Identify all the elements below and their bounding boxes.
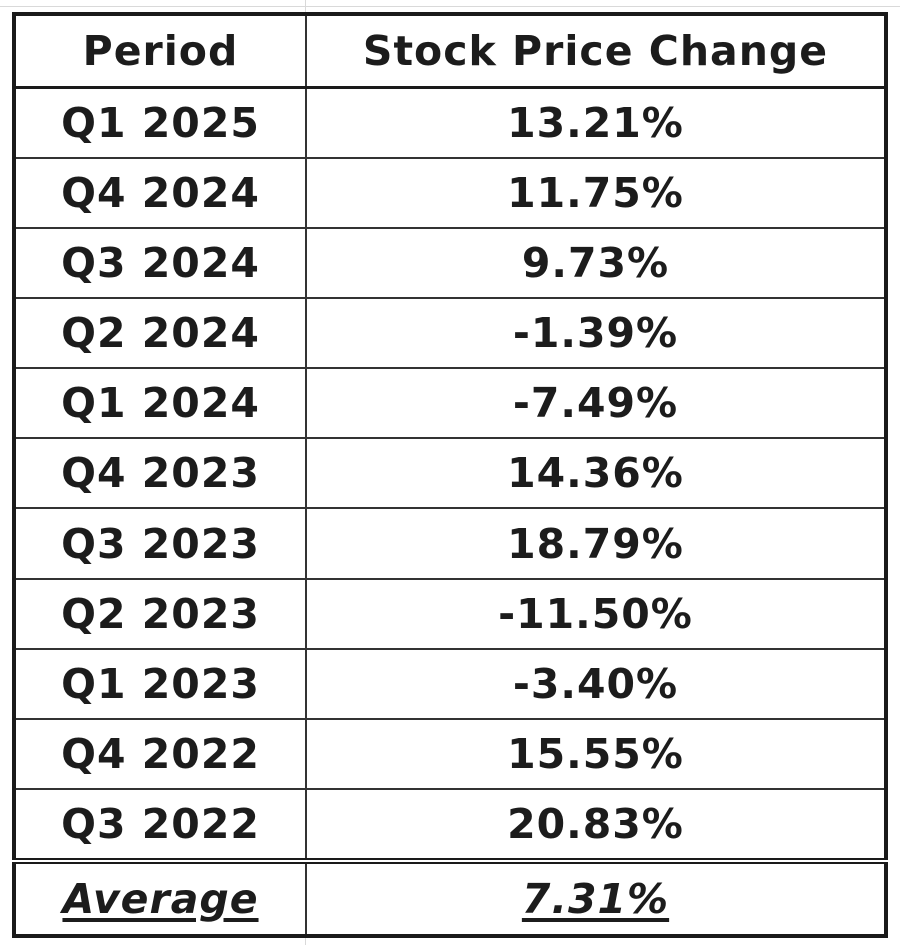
change-cell[interactable]: 14.36% [305,437,887,510]
period-cell[interactable]: Q4 2022 [13,717,307,790]
table-row: Q2 2024 -1.39% [13,297,887,370]
table-row: Q2 2023 -11.50% [13,577,887,650]
change-cell[interactable]: 9.73% [305,227,887,300]
period-cell[interactable]: Q3 2024 [13,227,307,300]
sheet-gridline [0,6,900,7]
change-cell[interactable]: 13.21% [305,86,887,160]
average-label[interactable]: Average [13,858,307,937]
period-cell[interactable]: Q1 2024 [13,367,307,440]
average-value[interactable]: 7.31% [305,858,887,937]
period-cell[interactable]: Q1 2023 [13,647,307,720]
period-cell[interactable]: Q2 2023 [13,577,307,650]
change-cell[interactable]: -11.50% [305,577,887,650]
table-row: Q4 2023 14.36% [13,437,887,510]
table-row: Q3 2023 18.79% [13,507,887,580]
period-cell[interactable]: Q4 2023 [13,437,307,510]
change-cell[interactable]: -1.39% [305,297,887,370]
change-cell[interactable]: 11.75% [305,157,887,230]
change-cell[interactable]: -3.40% [305,647,887,720]
change-cell[interactable]: 20.83% [305,787,887,863]
period-cell[interactable]: Q3 2022 [13,787,307,863]
table-row: Q3 2024 9.73% [13,227,887,300]
header-row: Period Stock Price Change [13,13,887,89]
change-cell[interactable]: 18.79% [305,507,887,580]
header-period[interactable]: Period [13,13,307,89]
table-row: Q1 2023 -3.40% [13,647,887,720]
table-row: Q1 2024 -7.49% [13,367,887,440]
change-cell[interactable]: 15.55% [305,717,887,790]
period-cell[interactable]: Q4 2024 [13,157,307,230]
average-row: Average 7.31% [13,858,887,937]
period-cell[interactable]: Q1 2025 [13,86,307,160]
stock-price-change-table: Period Stock Price Change Q1 2025 13.21%… [12,12,888,938]
table-row: Q4 2024 11.75% [13,157,887,230]
table-row: Q1 2025 13.21% [13,86,887,160]
header-stock-price-change[interactable]: Stock Price Change [305,13,887,89]
period-cell[interactable]: Q2 2024 [13,297,307,370]
period-cell[interactable]: Q3 2023 [13,507,307,580]
table-row: Q4 2022 15.55% [13,717,887,790]
table-row: Q3 2022 20.83% [13,787,887,863]
change-cell[interactable]: -7.49% [305,367,887,440]
